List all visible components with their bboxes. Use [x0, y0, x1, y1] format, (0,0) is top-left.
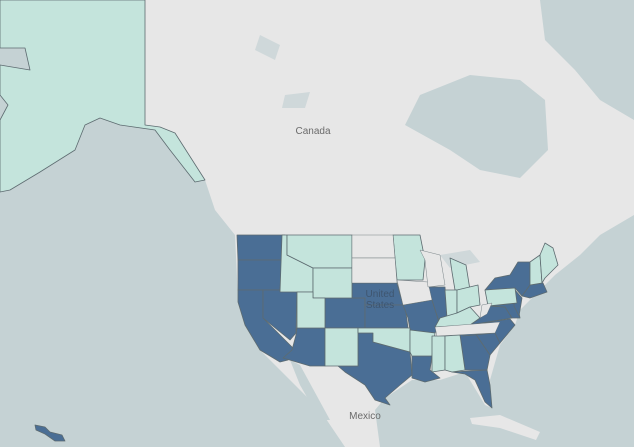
great-bear-lake: [255, 35, 280, 60]
gulf-of-california: [290, 360, 330, 420]
labrador-sea: [540, 0, 634, 120]
state-fl[interactable]: [451, 369, 493, 409]
state-tn[interactable]: [434, 321, 501, 337]
great-slave-lake: [282, 92, 310, 108]
state-ut[interactable]: [296, 291, 326, 329]
us-label-line1: United: [365, 289, 395, 300]
state-nm[interactable]: [324, 327, 359, 367]
state-oh[interactable]: [456, 284, 481, 314]
state-ok[interactable]: [357, 327, 411, 353]
hudson-bay: [405, 75, 548, 178]
country-label-canada: Canada: [295, 126, 331, 137]
state-pa[interactable]: [484, 287, 518, 307]
state-me[interactable]: [539, 242, 559, 284]
state-layer: [0, 0, 559, 442]
country-label-mexico: Mexico: [349, 411, 381, 422]
state-ms[interactable]: [431, 335, 446, 373]
state-ak[interactable]: [0, 0, 206, 193]
state-al[interactable]: [444, 334, 466, 373]
state-wa[interactable]: [236, 234, 286, 261]
country-label-united-states: United States: [355, 289, 405, 311]
state-mn[interactable]: [392, 234, 426, 281]
state-ar[interactable]: [409, 329, 436, 357]
state-wy[interactable]: [312, 267, 353, 299]
state-or[interactable]: [237, 259, 283, 291]
state-hi[interactable]: [34, 424, 66, 442]
state-wv[interactable]: [479, 302, 493, 319]
cuba: [470, 415, 540, 440]
us-label-line2: States: [365, 300, 395, 311]
state-sd[interactable]: [351, 257, 398, 284]
lake-superior: [440, 250, 480, 268]
state-wi[interactable]: [419, 249, 446, 288]
state-ia[interactable]: [396, 279, 433, 306]
state-nd[interactable]: [351, 234, 396, 259]
